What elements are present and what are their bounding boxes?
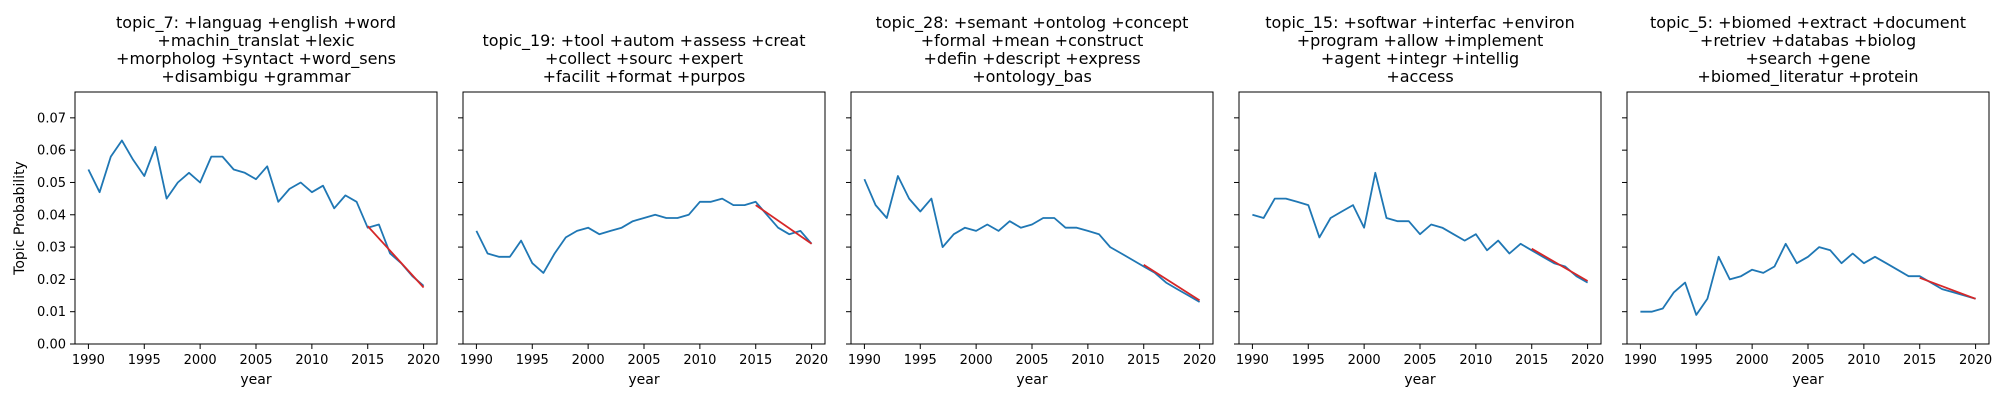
x-tick-label: 2005 xyxy=(1791,353,1824,368)
subplot-title: topic_19: +tool +autom +assess +creat+co… xyxy=(482,31,805,86)
topic-probability-line xyxy=(87,139,425,287)
axes-frame xyxy=(74,91,438,345)
subplot-4: topic_15: +softwar +interfac +environ+pr… xyxy=(1234,13,1604,388)
x-tick-label: 2015 xyxy=(351,353,384,368)
x-tick-label: 2010 xyxy=(1071,353,1104,368)
y-tick-label: 0.02 xyxy=(37,273,66,288)
y-tick-label: 0.06 xyxy=(37,144,66,159)
y-tick-label: 0.05 xyxy=(37,176,66,191)
x-tick-label: 1995 xyxy=(1292,353,1325,368)
subplot-title-line: +collect +sourc +expert xyxy=(545,49,743,68)
subplot-title-line: +search +gene xyxy=(1745,49,1870,68)
y-tick-label: 0.03 xyxy=(37,241,66,256)
axes-frame xyxy=(850,91,1214,345)
x-axis-label: year xyxy=(1404,372,1435,388)
subplot-2: topic_19: +tool +autom +assess +creat+co… xyxy=(458,31,828,388)
subplot-title-line: +agent +integr +intellig xyxy=(1321,49,1519,68)
topic-probability-line xyxy=(863,175,1201,303)
subplot-title: topic_7: +languag +english +word+machin_… xyxy=(116,13,396,86)
subplot-title-line: topic_19: +tool +autom +assess +creat xyxy=(482,31,805,51)
x-tick-label: 1990 xyxy=(1624,353,1657,368)
x-tick-label: 2005 xyxy=(1403,353,1436,368)
subplot-title-line: +formal +mean +construct xyxy=(921,31,1143,50)
x-tick-label: 1990 xyxy=(72,353,105,368)
x-tick-label: 1995 xyxy=(128,353,161,368)
subplot-title-line: +machin_translat +lexic xyxy=(157,31,354,51)
x-tick-label: 2000 xyxy=(572,353,605,368)
subplot-5: topic_5: +biomed +extract +document+retr… xyxy=(1622,13,1992,388)
subplot-title-line: topic_5: +biomed +extract +document xyxy=(1650,13,1966,33)
x-tick-label: 1995 xyxy=(904,353,937,368)
subplot-title-line: +access xyxy=(1386,67,1453,86)
topic-probability-line xyxy=(475,197,813,274)
topic-probability-line xyxy=(1252,171,1589,284)
subplot-title-line: topic_15: +softwar +interfac +environ xyxy=(1265,13,1574,33)
subplot-title-line: topic_7: +languag +english +word xyxy=(116,13,396,33)
subplot-title-line: +biomed_literatur +protein xyxy=(1697,67,1918,87)
subplot-title-line: +retriev +databas +biolog xyxy=(1700,31,1916,50)
x-axis-label: year xyxy=(240,372,271,388)
subplot-title-line: topic_28: +semant +ontolog +concept xyxy=(876,13,1189,33)
axes-frame xyxy=(1238,91,1602,345)
y-tick-label: 0.00 xyxy=(37,338,66,353)
subplot-title: topic_5: +biomed +extract +document+retr… xyxy=(1650,13,1966,87)
subplot-3: topic_28: +semant +ontolog +concept+form… xyxy=(846,13,1216,388)
topic-probability-line xyxy=(1640,242,1976,316)
x-tick-label: 2020 xyxy=(1183,353,1216,368)
y-axis-label: Topic Probability xyxy=(12,161,28,276)
y-tick-label: 0.01 xyxy=(37,305,66,320)
x-tick-label: 2000 xyxy=(184,353,217,368)
x-tick-label: 2010 xyxy=(1847,353,1880,368)
x-tick-label: 2010 xyxy=(295,353,328,368)
x-tick-label: 2015 xyxy=(739,353,772,368)
x-tick-label: 1990 xyxy=(1236,353,1269,368)
x-axis-label: year xyxy=(1016,372,1047,388)
x-tick-label: 2000 xyxy=(1348,353,1381,368)
x-axis-label: year xyxy=(628,372,659,388)
subplot-title-line: +program +allow +implement xyxy=(1297,31,1544,50)
trend-line xyxy=(367,225,425,289)
x-tick-label: 2005 xyxy=(627,353,660,368)
x-tick-label: 2005 xyxy=(239,353,272,368)
x-tick-label: 2015 xyxy=(1515,353,1548,368)
x-tick-label: 2010 xyxy=(683,353,716,368)
trend-line xyxy=(1919,276,1976,300)
x-tick-label: 2000 xyxy=(960,353,993,368)
x-tick-label: 2020 xyxy=(1959,353,1992,368)
x-tick-label: 1990 xyxy=(848,353,881,368)
subplot-title: topic_28: +semant +ontolog +concept+form… xyxy=(876,13,1189,87)
subplot-1: topic_7: +languag +english +word+machin_… xyxy=(12,13,440,388)
x-tick-label: 2020 xyxy=(407,353,440,368)
x-axis-label: year xyxy=(1792,372,1823,388)
x-tick-label: 2015 xyxy=(1127,353,1160,368)
subplot-title-line: +ontology_bas xyxy=(972,67,1092,87)
x-tick-label: 1990 xyxy=(460,353,493,368)
trend-line xyxy=(1531,247,1589,282)
x-tick-label: 2010 xyxy=(1459,353,1492,368)
subplot-title: topic_15: +softwar +interfac +environ+pr… xyxy=(1265,13,1574,86)
x-tick-label: 2015 xyxy=(1903,353,1936,368)
subplot-title-line: +defin +descript +express xyxy=(923,49,1140,68)
x-tick-label: 2020 xyxy=(795,353,828,368)
x-tick-label: 1995 xyxy=(516,353,549,368)
subplot-title-line: +morpholog +syntact +word_sens xyxy=(116,49,396,69)
trend-line xyxy=(1143,264,1201,302)
subplot-title-line: +disambigu +grammar xyxy=(161,67,351,86)
x-tick-label: 2000 xyxy=(1736,353,1769,368)
trend-line xyxy=(755,204,813,245)
y-tick-label: 0.07 xyxy=(37,111,66,126)
x-tick-label: 2020 xyxy=(1571,353,1604,368)
x-tick-label: 2005 xyxy=(1015,353,1048,368)
x-tick-label: 1995 xyxy=(1680,353,1713,368)
y-tick-label: 0.04 xyxy=(37,208,66,223)
subplot-title-line: +facilit +format +purpos xyxy=(543,67,746,86)
axes-frame xyxy=(1626,91,1990,345)
